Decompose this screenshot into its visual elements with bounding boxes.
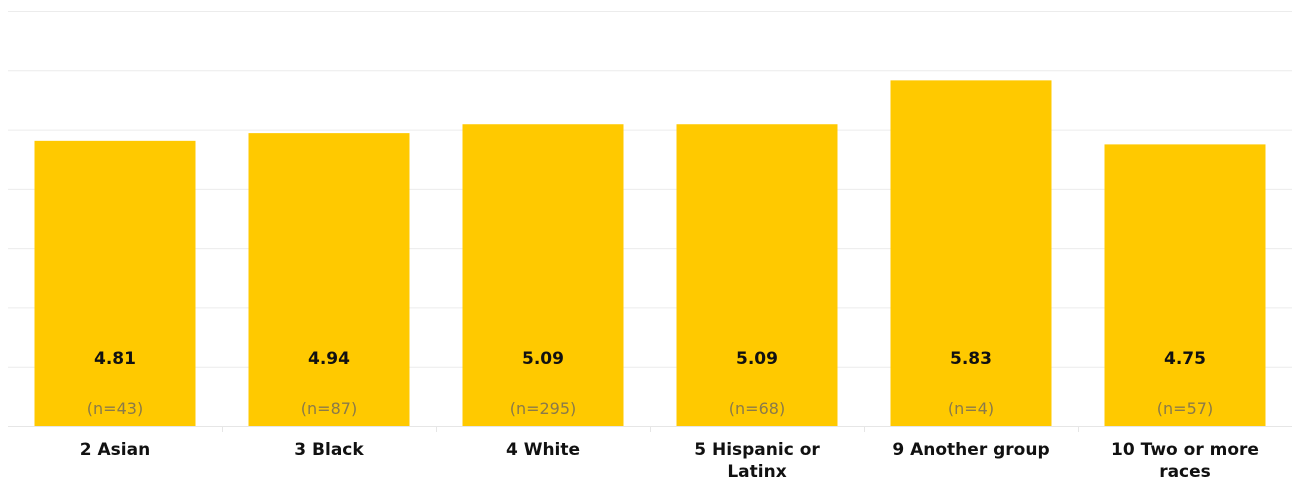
labels: 4.81 (n=43) 2 Asian 4.94 (n=87) 3 Black 5.09 (n… [80,349,1259,481]
x-tick-label: Latinx [727,462,786,481]
bar [34,140,196,427]
n-label: (n=68) [729,399,785,418]
x-tick-label: 4 White [506,440,580,460]
x-tick-label: 2 Asian [80,440,150,460]
x-tick-label: races [1159,462,1211,481]
data-label: 5.83 [950,349,992,369]
bar [1104,144,1266,426]
n-label: (n=43) [87,399,143,418]
bar [676,124,838,426]
n-label: (n=57) [1157,399,1213,418]
x-tick-label: 5 Hispanic or [694,440,820,460]
data-label: 5.09 [522,349,564,369]
bar [462,124,624,426]
data-label: 4.94 [308,349,350,369]
data-label: 4.75 [1164,349,1206,369]
data-label: 4.81 [94,349,136,369]
x-tick-label: 9 Another group [892,440,1049,460]
bars [34,80,1266,427]
bar [248,133,410,426]
n-label: (n=295) [510,399,577,418]
bar [890,80,1052,426]
data-label: 5.09 [736,349,778,369]
x-tick-label: 10 Two or more [1111,440,1259,460]
n-label: (n=87) [301,399,357,418]
gridlines [8,11,1292,432]
n-label: (n=4) [948,399,994,418]
x-tick-label: 3 Black [294,440,364,460]
